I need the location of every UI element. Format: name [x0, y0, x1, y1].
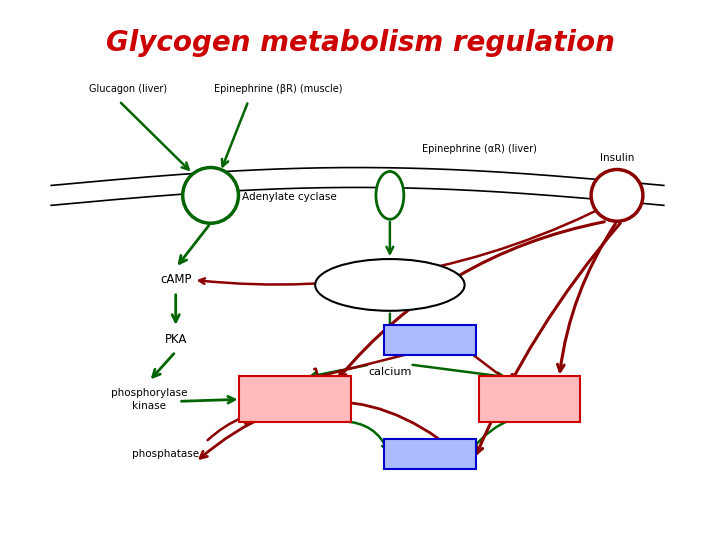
- Text: phosphorylase
kinase: phosphorylase kinase: [111, 388, 187, 410]
- Text: Epinephrine (αR) (liver): Epinephrine (αR) (liver): [422, 144, 537, 153]
- Circle shape: [591, 170, 643, 221]
- Text: glycogen: glycogen: [402, 335, 458, 345]
- Text: cAMP: cAMP: [160, 273, 192, 286]
- Text: Insulin: Insulin: [600, 153, 634, 163]
- Text: Glycogen metabolism regulation: Glycogen metabolism regulation: [106, 29, 614, 57]
- Text: Glucagon (liver): Glucagon (liver): [89, 84, 167, 94]
- Text: glycogen
phosphorylase: glycogen phosphorylase: [252, 388, 338, 410]
- FancyBboxPatch shape: [240, 376, 351, 422]
- Ellipse shape: [315, 259, 464, 311]
- Text: glucose: glucose: [406, 449, 454, 459]
- FancyBboxPatch shape: [384, 439, 475, 469]
- Text: ER: ER: [382, 279, 398, 292]
- FancyBboxPatch shape: [479, 376, 580, 422]
- Circle shape: [183, 167, 238, 223]
- FancyBboxPatch shape: [384, 325, 475, 355]
- Text: Adenylate cyclase: Adenylate cyclase: [243, 192, 337, 202]
- Text: phosphatase: phosphatase: [132, 449, 199, 459]
- Text: glycogen
synthase: glycogen synthase: [503, 388, 556, 410]
- Text: PKA: PKA: [165, 333, 187, 346]
- Ellipse shape: [376, 172, 404, 219]
- Text: calcium: calcium: [368, 368, 412, 377]
- Text: Epinephrine (βR) (muscle): Epinephrine (βR) (muscle): [214, 84, 343, 94]
